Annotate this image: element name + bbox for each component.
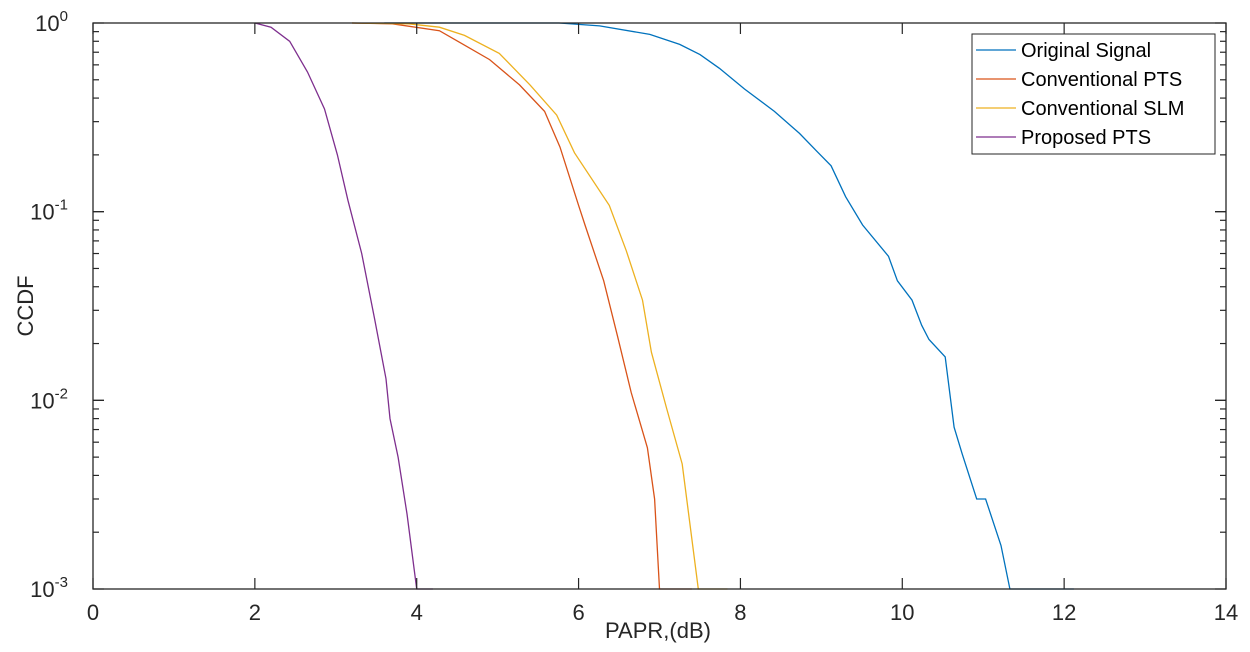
x-tick-label: 4 — [411, 600, 423, 625]
legend-entry: Original Signal — [1021, 40, 1151, 62]
series-line-1 — [351, 22, 692, 590]
legend-entry: Conventional SLM — [1021, 98, 1184, 120]
x-tick-label: 12 — [1052, 600, 1076, 625]
series-line-0 — [384, 22, 1074, 590]
x-tick-label: 8 — [734, 600, 746, 625]
y-axis-label: CCDF — [13, 275, 38, 336]
legend: Original Signal Conventional PTS Conventio… — [971, 33, 1216, 155]
y-tick-label: 10-2 — [30, 385, 68, 413]
x-axis-tick-labels: 0 2 4 6 8 10 12 14 — [87, 600, 1238, 625]
y-axis-tick-labels: 100 10-1 10-2 10-3 — [30, 8, 68, 602]
x-tick-label: 10 — [890, 600, 914, 625]
legend-box — [971, 33, 1216, 155]
x-tick-label: 2 — [249, 600, 261, 625]
x-axis-label: PAPR,(dB) — [605, 618, 711, 643]
plot-area-frame — [92, 22, 1227, 590]
x-tick-label: 14 — [1214, 600, 1238, 625]
legend-entry: Conventional PTS — [1021, 69, 1182, 91]
y-tick-label: 10-3 — [30, 574, 68, 602]
legend-entry: Proposed PTS — [1021, 127, 1151, 149]
x-tick-label: 6 — [572, 600, 584, 625]
y-tick-label: 10-1 — [30, 197, 68, 225]
x-tick-label: 0 — [87, 600, 99, 625]
series-line-2 — [351, 22, 728, 590]
y-tick-label: 100 — [35, 8, 68, 36]
axis-ticks — [92, 22, 1227, 590]
plot-lines — [254, 22, 1074, 590]
series-line-3 — [254, 22, 433, 590]
